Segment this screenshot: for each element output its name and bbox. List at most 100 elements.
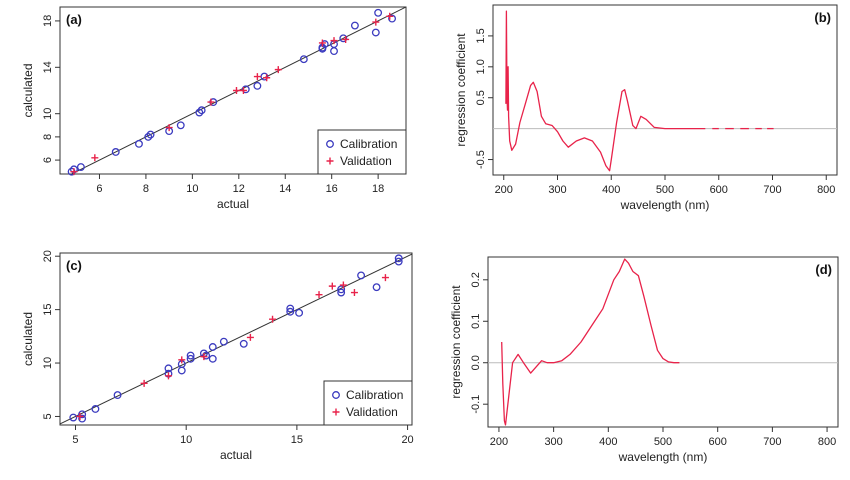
calibration-point (146, 130, 155, 139)
panel-label: (a) (66, 12, 82, 27)
y-tick-label: 0.2 (470, 272, 482, 287)
y-tick-label: 1.5 (475, 28, 487, 43)
calibration-point (320, 40, 329, 49)
x-tick-label: 10 (186, 183, 198, 195)
y-tick-label: 8 (42, 134, 54, 140)
validation-point (140, 379, 148, 387)
validation-point (350, 289, 358, 297)
x-tick-label: 10 (180, 434, 192, 446)
x-axis-label: wavelength (nm) (618, 450, 708, 464)
x-tick-label: 300 (544, 436, 562, 448)
coefficient-line (501, 258, 680, 426)
y-axis-label: regression coefficient (449, 285, 463, 399)
y-tick-label: 0.1 (470, 314, 482, 329)
coefficient-line (505, 10, 706, 172)
calibration-point (176, 121, 185, 130)
validation-point (200, 353, 208, 361)
plot-frame (492, 4, 838, 176)
calibration-point (78, 410, 87, 419)
validation-point (246, 333, 254, 341)
validation-point (315, 291, 323, 299)
chart-panel-1: 6 8 10 12 14 16 18 6 8 10 14 18 actual calculated (a) C… (21, 6, 407, 211)
fit-line (70, 7, 406, 174)
chart-panel-3: 5 10 15 20 5 10 15 20 actual calculated (c) Calibra… (21, 250, 414, 462)
validation-point (318, 39, 326, 47)
x-tick-label: 600 (710, 184, 728, 196)
calibration-point (177, 366, 186, 375)
validation-point (207, 98, 215, 106)
legend-validation-marker (332, 408, 340, 416)
x-tick-label: 5 (72, 434, 78, 446)
y-tick-label: 20 (42, 250, 54, 262)
y-tick-label: -0.1 (470, 395, 482, 414)
x-axis-label: wavelength (nm) (620, 198, 710, 212)
validation-point (178, 356, 186, 364)
calibration-point (144, 132, 153, 141)
x-tick-label: 300 (548, 184, 566, 196)
calibration-point (91, 405, 100, 413)
panel-label: (c) (66, 258, 82, 273)
x-axis-label: actual (217, 197, 249, 211)
calibration-point (135, 139, 143, 148)
validation-point (70, 168, 78, 176)
calibration-point (219, 337, 228, 346)
x-tick-label: 14 (279, 183, 291, 195)
legend: Calibration Validation (323, 380, 413, 426)
chart-panel-4: 200 300 400 500 600 700 800 -0.1 0.0 0.1 0.2 wavele… (449, 256, 839, 464)
calibration-point (339, 34, 348, 43)
x-tick-label: 200 (490, 436, 508, 448)
calibration-point (76, 163, 85, 171)
calibration-point (208, 354, 217, 363)
legend-validation-marker (326, 157, 334, 165)
calibration-point (394, 257, 403, 266)
x-tick-label: 200 (495, 184, 513, 196)
calibration-point (286, 304, 295, 313)
validation-point (339, 281, 347, 289)
x-tick-label: 15 (291, 434, 303, 446)
plot-frame (59, 252, 413, 426)
x-tick-label: 8 (143, 183, 149, 195)
y-tick-label: -0.5 (475, 150, 487, 169)
x-tick-label: 12 (233, 183, 245, 195)
calibration-point (164, 364, 173, 373)
calibration-point (239, 339, 248, 348)
y-tick-label: 5 (42, 413, 54, 419)
calibration-point (374, 8, 383, 17)
panel-label: (b) (814, 10, 831, 25)
y-tick-label: 10 (42, 357, 54, 369)
calibration-point (241, 85, 250, 94)
validation-point (91, 154, 99, 162)
plot-frame (59, 6, 407, 175)
legend: Calibration Validation (317, 129, 407, 175)
legend-calibration-marker (332, 391, 340, 399)
calibration-point (372, 283, 381, 292)
calibration-point (208, 343, 217, 351)
y-tick-label: 1.0 (475, 59, 487, 74)
x-tick-label: 600 (709, 436, 727, 448)
validation-point (274, 66, 282, 74)
validation-point (263, 74, 271, 82)
x-tick-label: 500 (654, 436, 672, 448)
x-tick-label: 700 (763, 436, 781, 448)
y-axis-label: calculated (21, 312, 35, 366)
calibration-point (337, 288, 346, 297)
validation-point (165, 124, 173, 132)
validation-point (328, 282, 336, 290)
calibration-point (78, 414, 87, 423)
legend-validation-label: Validation (340, 154, 392, 168)
calibration-point (330, 47, 338, 56)
calibration-point (195, 108, 204, 117)
calibration-point (202, 351, 211, 360)
calibration-point (295, 308, 304, 317)
validation-point (381, 274, 389, 282)
legend-calibration-marker (326, 140, 334, 148)
validation-point (386, 12, 394, 20)
legend-box (323, 380, 413, 426)
y-tick-label: 10 (42, 108, 54, 120)
x-tick-label: 800 (817, 184, 835, 196)
calibration-point (260, 72, 269, 81)
x-axis-label: actual (220, 448, 252, 462)
x-tick-label: 6 (96, 183, 102, 195)
y-tick-label: 0.5 (475, 90, 487, 105)
